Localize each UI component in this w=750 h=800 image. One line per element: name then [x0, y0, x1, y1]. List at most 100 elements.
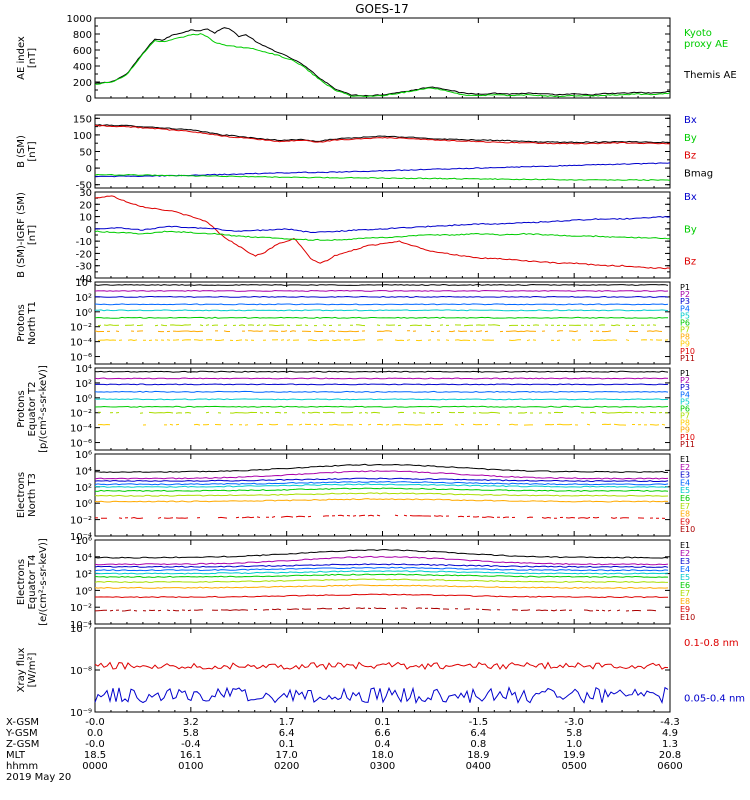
- orbit-row-value: 0100: [178, 761, 203, 772]
- y-tick-label: 30: [79, 188, 92, 199]
- legend-label: P9: [680, 340, 690, 349]
- orbit-row-value: 0300: [370, 761, 395, 772]
- orbit-row-label: hhmm: [6, 761, 38, 772]
- legend-label: E2: [680, 549, 690, 558]
- orbit-row-value: -1.5: [469, 717, 489, 728]
- series-line-p8: [95, 331, 668, 332]
- legend-label: Bx: [684, 192, 697, 203]
- y-tick-label: 50: [79, 148, 92, 159]
- y-axis-label-line: North T1: [27, 301, 38, 345]
- series-line-p8: [98, 424, 668, 425]
- series-line-kyoto-proxy-ae: [94, 33, 671, 98]
- orbit-row-value: 19.9: [563, 750, 585, 761]
- orbit-row-value: 0000: [82, 761, 107, 772]
- orbit-row-value: 0400: [466, 761, 491, 772]
- y-axis-label: ProtonsNorth T1: [16, 301, 38, 345]
- orbit-row-value: -4.3: [660, 717, 680, 728]
- y-axis-label-line: Electrons: [16, 472, 27, 518]
- y-tick-label: 800: [73, 30, 92, 41]
- y-axis-label-line: [nT]: [27, 225, 38, 245]
- y-tick-label: 10⁴: [75, 364, 92, 375]
- y-tick-label: 10⁰: [75, 308, 92, 319]
- y-axis-label-line: Equator T4: [27, 555, 38, 610]
- legend-label: E7: [680, 589, 690, 598]
- legend-label: By: [684, 224, 697, 235]
- y-axis-label: ProtonsEquator T2[p/(cm²-s-sr-keV)]: [16, 365, 49, 453]
- legend-label: P9: [680, 426, 690, 435]
- y-tick-label: 10⁻²: [70, 516, 92, 527]
- y-tick-label: 10⁻⁸: [70, 666, 92, 677]
- y-tick-label: 0: [86, 225, 92, 236]
- orbit-row-value: -0.0: [85, 717, 105, 728]
- legend-label: P11: [680, 354, 695, 363]
- y-tick-label: 10⁻⁴: [70, 338, 92, 349]
- legend-label: E1: [680, 455, 690, 464]
- y-axis-label-line: Protons: [16, 390, 27, 427]
- y-tick-label: 10⁻⁴: [70, 424, 92, 435]
- y-tick-label: 10⁰: [75, 394, 92, 405]
- orbit-row-value: 18.5: [84, 750, 106, 761]
- y-tick-label: 10⁻⁴: [70, 620, 92, 631]
- panel-4: 10⁴ 10² 10⁰ 10⁻² 10⁻⁴ 10⁻⁶ ProtonsNorth T1 P1P2…: [16, 278, 695, 365]
- series-line-p3: [95, 295, 669, 298]
- y-tick-label: 10⁻²: [70, 409, 92, 420]
- series-line-bmag: [94, 124, 671, 144]
- y-axis-label-line: [W/m²]: [27, 652, 38, 687]
- legend-label: E5: [680, 486, 690, 495]
- orbit-row-value: 5.8: [566, 728, 582, 739]
- y-tick-label: -50: [76, 181, 92, 192]
- legend-label: Bz: [684, 151, 696, 162]
- series-line-p6: [94, 405, 669, 408]
- legend-label: E10: [680, 613, 695, 622]
- legend-label: E4: [680, 565, 690, 574]
- orbit-row-value: 18.9: [467, 750, 489, 761]
- legend-label: By: [684, 133, 697, 144]
- y-tick-label: 10⁻⁴: [70, 532, 92, 543]
- y-tick-label: 200: [73, 78, 92, 89]
- orbit-row-value: 0.0: [87, 728, 103, 739]
- y-axis-label-line: Equator T2: [27, 382, 38, 437]
- plot-frame: [94, 17, 671, 99]
- y-axis-label-line: Electrons: [16, 559, 27, 605]
- legend-label: Kyoto: [684, 28, 712, 39]
- series-line-e8: [94, 498, 669, 503]
- legend-label: E3: [680, 471, 690, 480]
- series-line-e2: [94, 555, 669, 566]
- legend-label: Bz: [684, 257, 696, 268]
- orbit-row-value: 5.8: [183, 728, 199, 739]
- legend-label: P3: [680, 297, 690, 306]
- y-tick-label: 10²: [75, 293, 92, 304]
- y-tick-label: 10⁻²: [70, 603, 92, 614]
- legend-label: 0.1-0.8 nm: [684, 638, 739, 649]
- y-axis-label-line: [nT]: [27, 48, 38, 68]
- y-tick-label: 10⁶: [75, 450, 92, 461]
- y-tick-label: 10⁶: [75, 536, 92, 547]
- legend-label: E8: [680, 597, 690, 606]
- series-line-e6: [94, 573, 669, 578]
- y-tick-label: 10⁰: [75, 499, 92, 510]
- legend-label: P6: [680, 318, 690, 327]
- y-tick-label: 10⁻⁹: [70, 708, 92, 719]
- series-line-e5: [94, 570, 669, 575]
- y-tick-label: 10⁻²: [70, 323, 92, 334]
- series-line-themis-ae: [94, 27, 671, 97]
- panel-7: 10⁶ 10⁴ 10² 10⁰ 10⁻² 10⁻⁴ ElectronsEquator T4[…: [16, 536, 695, 631]
- orbit-row-value: 20.8: [659, 750, 681, 761]
- series-line-0-05-0-4-nm: [94, 686, 669, 705]
- legend-label: P1: [680, 283, 690, 292]
- legend-label: P10: [680, 347, 695, 356]
- y-tick-label: 150: [73, 114, 92, 125]
- series-line-p4: [94, 303, 669, 306]
- legend-label: E7: [680, 502, 690, 511]
- orbit-row-value: -3.0: [564, 717, 584, 728]
- y-axis-label: B (SM)[nT]: [16, 135, 38, 168]
- series-line-e7: [94, 578, 669, 584]
- series-line-p9: [97, 339, 669, 342]
- figure-title: GOES-17: [355, 2, 409, 16]
- legend-label: P6: [680, 404, 690, 413]
- plot-frame: [94, 281, 671, 365]
- y-tick-label: 1000: [67, 14, 92, 25]
- y-axis-label: ElectronsNorth T3: [16, 472, 38, 518]
- series-line-e10: [95, 608, 668, 611]
